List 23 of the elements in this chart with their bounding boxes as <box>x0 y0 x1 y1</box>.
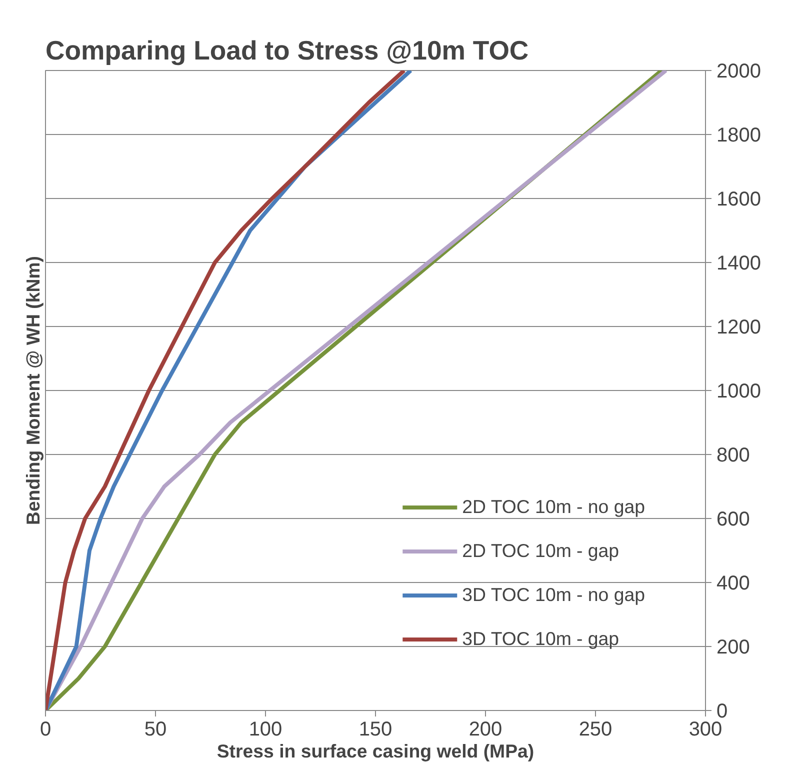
x-tick-label: 0 <box>40 718 52 740</box>
legend-label: 2D TOC 10m - no gap <box>462 496 645 518</box>
y-axis-title: Bending Moment @ WH (kNm) <box>22 256 44 525</box>
chart-title: Comparing Load to Stress @10m TOC <box>46 36 529 66</box>
y-tick-label: 1200 <box>716 316 761 338</box>
legend-label: 2D TOC 10m - gap <box>462 540 620 562</box>
y-tick-label: 800 <box>716 444 750 466</box>
y-tick-label: 1600 <box>716 188 761 210</box>
legend-label: 3D TOC 10m - no gap <box>462 584 645 606</box>
y-tick-label: 1000 <box>716 380 761 402</box>
x-tick-label: 200 <box>468 718 502 740</box>
y-tick-label: 400 <box>716 572 750 594</box>
x-tick-label: 100 <box>248 718 282 740</box>
y-tick-label: 1400 <box>716 252 761 274</box>
x-tick-label: 250 <box>578 718 612 740</box>
x-tick-label: 150 <box>358 718 392 740</box>
x-tick-label: 50 <box>144 718 167 740</box>
y-tick-label: 200 <box>716 636 750 658</box>
y-tick-label: 600 <box>716 508 750 530</box>
x-axis-title: Stress in surface casing weld (MPa) <box>216 740 534 762</box>
y-tick-label: 1800 <box>716 124 761 146</box>
y-tick-label: 2000 <box>716 60 761 82</box>
legend-label: 3D TOC 10m - gap <box>462 628 620 650</box>
